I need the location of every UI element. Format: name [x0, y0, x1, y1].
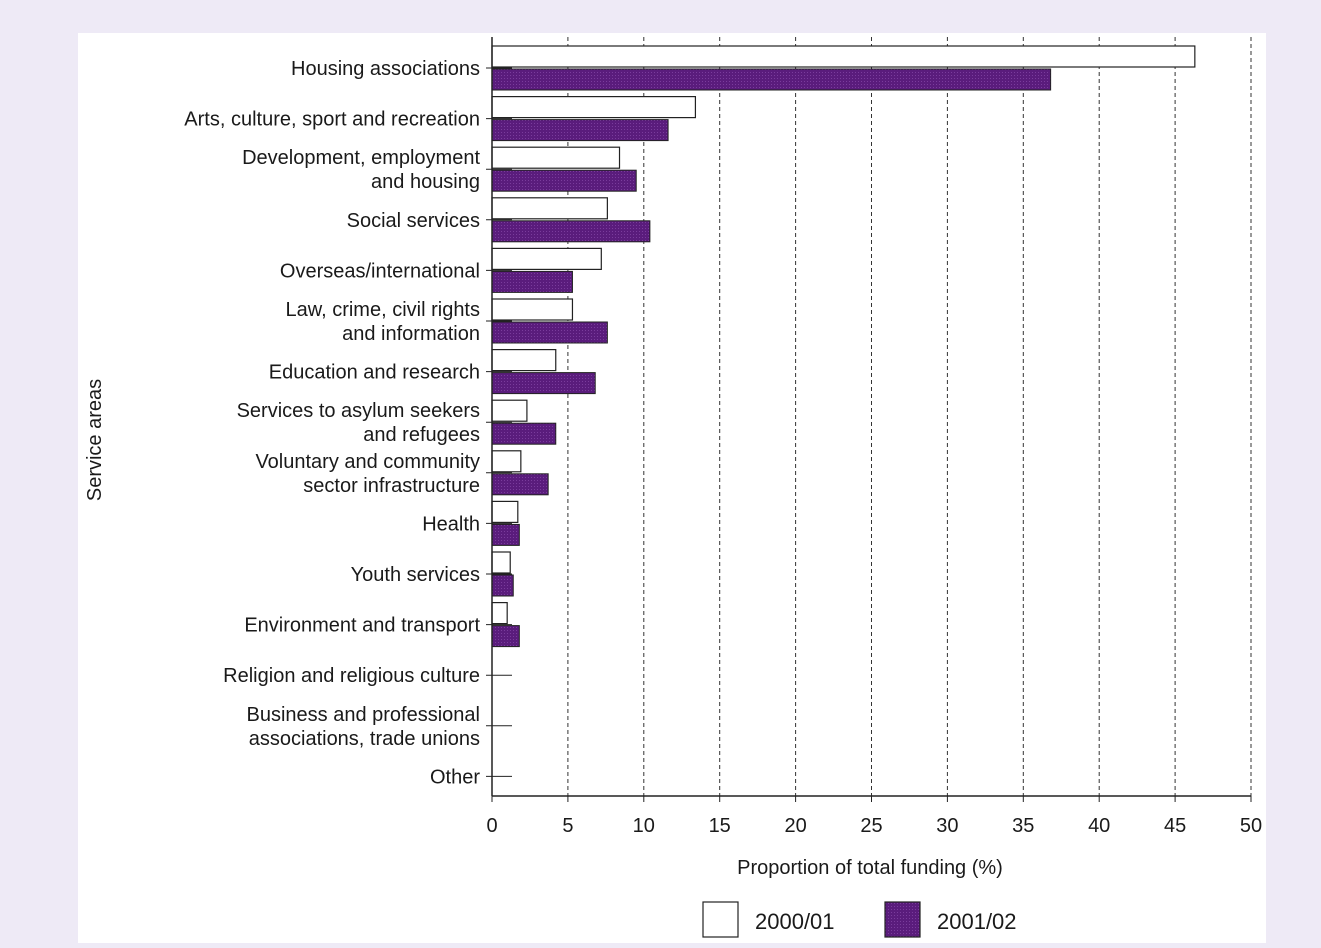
category-label-5-line-0: Law, crime, civil rights: [286, 299, 481, 321]
bar-2001-02-8: [491, 473, 549, 496]
category-label-4: Overseas/international: [280, 260, 480, 282]
category-label-9: Health: [422, 513, 480, 535]
legend-swatch-2000-01: [702, 901, 739, 938]
bar-2000-01-4: [491, 247, 602, 270]
legend-label-2001-02: 2001/02: [937, 909, 1017, 934]
category-label-2-line-1: and housing: [371, 171, 480, 193]
category-label-8-line-0: Voluntary and community: [255, 451, 480, 473]
category-label-6: Education and research: [269, 362, 480, 384]
category-label-7-line-1: and refugees: [363, 424, 480, 446]
category-label-7-line-0: Services to asylum seekers: [237, 400, 480, 422]
bar-2000-01-0: [491, 45, 1196, 68]
x-tick-label-30: 30: [936, 815, 958, 837]
bar-2000-01-3: [491, 197, 608, 220]
x-tick-label-5: 5: [562, 815, 573, 837]
legend-swatch-2001-02: [884, 901, 921, 938]
category-label-10: Youth services: [351, 564, 480, 586]
category-label-5-line-1: and information: [342, 323, 480, 345]
y-axis-label: Service areas: [84, 379, 106, 501]
x-tick-label-0: 0: [486, 815, 497, 837]
x-tick-label-50: 50: [1240, 815, 1262, 837]
category-label-8-line-1: sector infrastructure: [303, 475, 480, 497]
bar-2000-01-1: [491, 95, 697, 119]
bar-2000-01-5: [491, 298, 574, 321]
bar-2001-02-10: [491, 574, 514, 597]
x-tick-label-25: 25: [860, 815, 882, 837]
category-label-3: Social services: [347, 210, 480, 232]
category-label-0: Housing associations: [291, 58, 480, 80]
bar-2000-01-8: [491, 450, 522, 473]
x-tick-labels: 0 5 10 15 20 25 30 35 40 45 50: [486, 815, 1262, 837]
x-tick-label-20: 20: [784, 815, 806, 837]
gridlines: [567, 37, 1252, 796]
bar-2000-01-7: [491, 399, 528, 422]
bar-2000-01-6: [491, 349, 557, 372]
category-label-13-line-1: associations, trade unions: [249, 728, 480, 750]
bar-2001-02-0: [491, 68, 1052, 91]
bar-2001-02-2: [491, 169, 637, 192]
bar-2001-02-3: [491, 220, 651, 243]
x-tick-label-35: 35: [1012, 815, 1034, 837]
x-tick-label-45: 45: [1164, 815, 1186, 837]
category-labels: Housing associations Arts, culture, sport…: [184, 58, 480, 788]
legend: 2000/01 2001/02: [702, 901, 1017, 938]
bar-2001-02-5: [491, 321, 608, 344]
category-label-11: Environment and transport: [244, 615, 480, 637]
category-label-13-line-0: Business and professional: [247, 704, 480, 726]
category-label-12: Religion and religious culture: [223, 665, 480, 687]
bar-2001-02-9: [491, 523, 520, 546]
bar-2000-01-9: [491, 500, 519, 523]
bar-2001-02-1: [491, 119, 669, 142]
chart-panel: [78, 33, 1266, 943]
bar-2001-02-6: [491, 372, 596, 395]
category-label-14: Other: [430, 766, 480, 788]
category-label-1: Arts, culture, sport and recreation: [184, 109, 480, 131]
x-tick-label-15: 15: [709, 815, 731, 837]
x-tick-label-10: 10: [633, 815, 655, 837]
category-label-2-line-0: Development, employment: [242, 147, 480, 169]
bar-2001-02-11: [491, 625, 520, 648]
bars: [491, 45, 1196, 648]
bar-2001-02-7: [491, 422, 557, 445]
legend-label-2000-01: 2000/01: [755, 909, 835, 934]
bar-2000-01-10: [491, 551, 511, 574]
bar-2000-01-2: [491, 146, 621, 169]
x-tick-label-40: 40: [1088, 815, 1110, 837]
bar-2001-02-4: [491, 270, 573, 293]
bar-2000-01-11: [491, 601, 508, 625]
x-axis-label: Proportion of total funding (%): [737, 857, 1003, 879]
axes: [486, 37, 1252, 802]
